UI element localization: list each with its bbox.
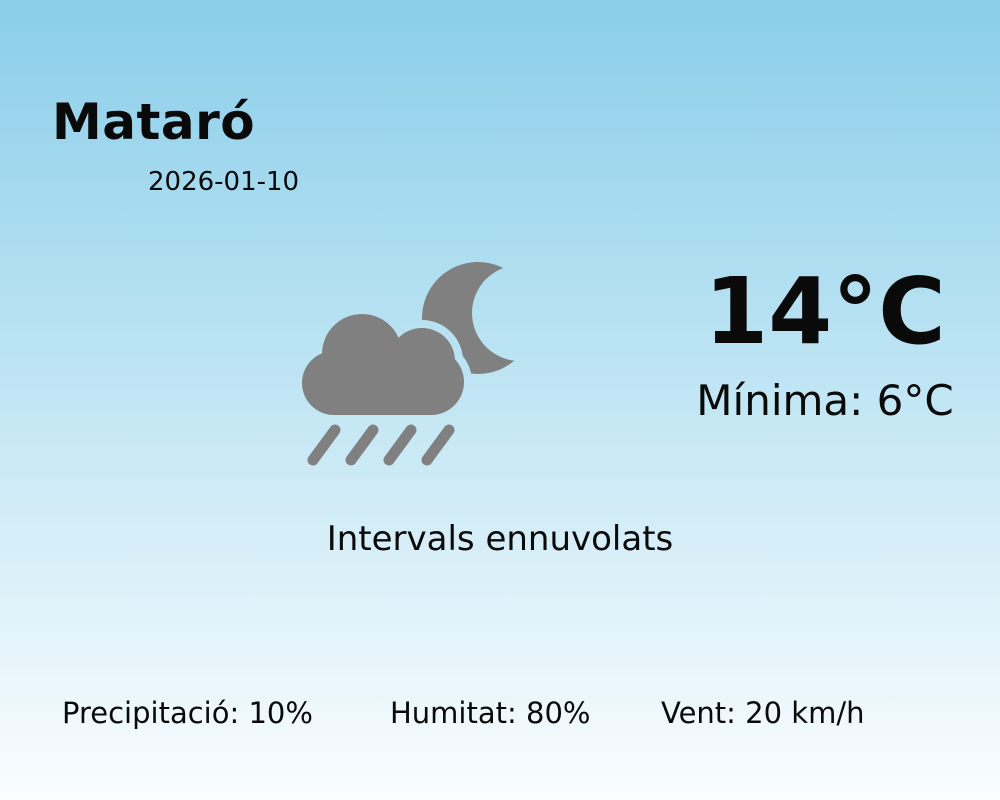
cloud-moon-rain-icon bbox=[302, 262, 534, 466]
current-temperature: 14°C bbox=[704, 258, 946, 365]
condition-text: Intervals ennuvolats bbox=[326, 519, 674, 559]
city-name: Mataró bbox=[52, 93, 256, 151]
cloud-icon bbox=[302, 314, 464, 415]
forecast-date: 2026-01-10 bbox=[148, 167, 300, 197]
stat-humidity: Humitat: 80% bbox=[390, 696, 591, 730]
stat-wind: Vent: 20 km/h bbox=[661, 696, 865, 730]
minimum-temperature: Mínima: 6°C bbox=[696, 376, 954, 425]
rain-streaks-icon bbox=[307, 424, 455, 466]
stat-precipitation: Precipitació: 10% bbox=[62, 696, 313, 730]
